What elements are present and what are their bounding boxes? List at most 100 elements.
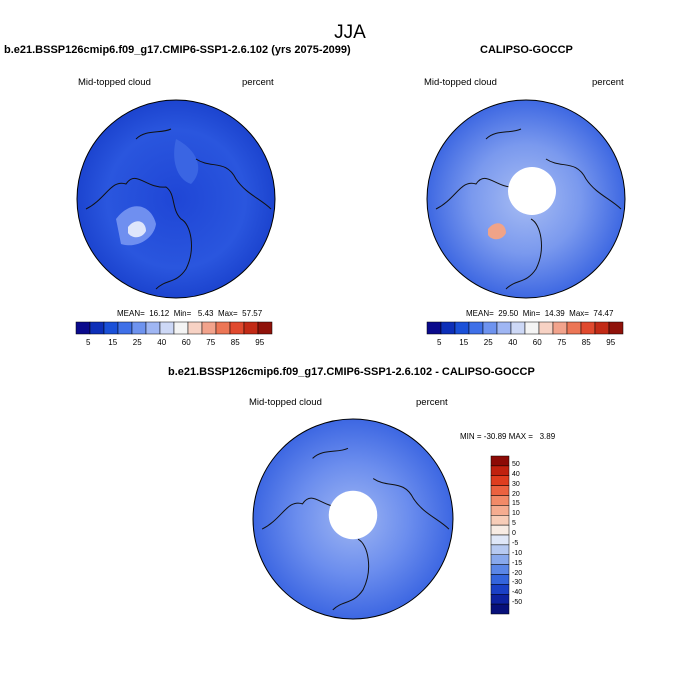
colorbar-tick-label: 85: [230, 338, 240, 347]
figure-title: JJA: [334, 22, 366, 43]
diff-colorbar-swatch: [490, 584, 510, 595]
diff-colorbar-swatch: [490, 455, 510, 467]
diff-variable-label: Mid-topped cloud: [249, 397, 322, 408]
colorbar-swatch: [468, 321, 484, 335]
diff-colorbar-swatch: [490, 515, 510, 526]
diff-colorbar-tick-label: 0: [512, 530, 516, 537]
colorbar-swatch: [440, 321, 456, 335]
colorbar-swatch: [454, 321, 470, 335]
model-units-label: percent: [242, 77, 274, 88]
colorbar-tick-label: 5: [86, 338, 91, 347]
diff-colorbar-swatch: [490, 524, 510, 536]
model-panel-header: b.e21.BSSP126cmip6.f09_g17.CMIP6-SSP1-2.…: [4, 44, 351, 56]
colorbar-swatch: [103, 321, 119, 335]
colorbar-swatch: [187, 321, 203, 335]
diff-colorbar-swatch: [490, 544, 510, 555]
diff-colorbar-tick-label: 15: [512, 500, 520, 508]
colorbar-swatch: [117, 321, 133, 335]
obs-variable-label: Mid-topped cloud: [424, 77, 497, 88]
colorbar-tick-label: 25: [483, 338, 493, 347]
colorbar-swatch: [580, 321, 596, 335]
colorbar-swatch: [524, 321, 540, 335]
diff-colorbar-swatch: [490, 465, 510, 476]
colorbar-swatch: [538, 321, 554, 335]
diff-colorbar-tick-label: -40: [512, 589, 523, 597]
colorbar-tick-label: 15: [108, 338, 118, 347]
colorbar-tick-label: 60: [181, 338, 191, 347]
diff-coastline: [261, 447, 450, 611]
colorbar-tick-label: 95: [255, 338, 265, 347]
diff-colorbar-swatch: [490, 495, 510, 506]
colorbar-tick-label: 75: [206, 338, 216, 347]
colorbar-tick-label: 60: [532, 338, 542, 347]
colorbar-swatch: [243, 321, 259, 335]
diff-colorbar-swatch: [490, 475, 510, 486]
diff-colorbar-swatch: [490, 485, 510, 496]
diff-polar-map: [252, 418, 454, 620]
colorbar-swatch: [75, 321, 91, 335]
colorbar-tick-label: 15: [459, 338, 469, 347]
colorbar-swatch: [566, 321, 582, 335]
diff-colorbar-tick-label: -15: [512, 559, 523, 567]
colorbar-swatch: [201, 321, 217, 335]
obs-colorbar: [426, 321, 624, 335]
model-colorbar: [75, 321, 273, 335]
obs-polar-map: [426, 99, 626, 299]
obs-units-label: percent: [592, 77, 624, 88]
colorbar-swatch: [257, 321, 273, 335]
colorbar-swatch: [215, 321, 231, 335]
obs-polar-gap: [508, 167, 556, 215]
diff-units-label: percent: [416, 397, 448, 408]
diff-panel-header: b.e21.BSSP126cmip6.f09_g17.CMIP6-SSP1-2.…: [168, 366, 535, 378]
model-variable-label: Mid-topped cloud: [78, 77, 151, 88]
diff-colorbar-tick-label: -10: [512, 549, 523, 557]
model-light-patch: [174, 139, 199, 184]
diff-colorbar-tick-label: 40: [512, 470, 520, 478]
colorbar-swatch: [173, 321, 189, 335]
diff-colorbar-swatch: [490, 603, 510, 615]
model-polar-map: [76, 99, 276, 299]
model-coastline: [85, 128, 272, 290]
diff-colorbar-tick-label: 50: [512, 460, 520, 468]
diff-stats: MIN = -30.89 MAX = 3.89: [460, 432, 556, 441]
colorbar-swatch: [510, 321, 526, 335]
colorbar-tick-label: 75: [557, 338, 567, 347]
diff-colorbar-tick-label: -5: [512, 539, 519, 547]
colorbar-tick-label: 25: [132, 338, 142, 347]
colorbar-swatch: [159, 321, 175, 335]
colorbar-swatch: [496, 321, 512, 335]
diff-colorbar-swatch: [490, 564, 510, 575]
colorbar-swatch: [608, 321, 624, 335]
colorbar-swatch: [131, 321, 147, 335]
diff-colorbar-tick-label: -50: [512, 599, 523, 607]
obs-panel-header: CALIPSO-GOCCP: [480, 44, 573, 56]
colorbar-swatch: [145, 321, 161, 335]
diff-polar-gap: [328, 490, 378, 540]
colorbar-tick-label: 5: [437, 338, 442, 347]
colorbar-tick-label: 95: [606, 338, 616, 347]
obs-coastline: [435, 128, 622, 290]
obs-stats: MEAN= 29.50 Min= 14.39 Max= 74.47: [466, 309, 614, 318]
diff-colorbar-swatch: [490, 594, 510, 605]
diff-colorbar: [490, 455, 510, 615]
colorbar-swatch: [594, 321, 610, 335]
colorbar-tick-label: 40: [508, 338, 518, 347]
diff-colorbar-tick-label: -30: [512, 579, 523, 587]
colorbar-tick-label: 85: [581, 338, 591, 347]
colorbar-tick-label: 40: [157, 338, 167, 347]
diff-colorbar-tick-label: 20: [512, 490, 520, 498]
diff-colorbar-swatch: [490, 505, 510, 516]
colorbar-swatch: [552, 321, 568, 335]
colorbar-swatch: [229, 321, 245, 335]
diff-colorbar-tick-label: 5: [512, 520, 516, 528]
diff-colorbar-tick-label: 30: [512, 480, 520, 488]
model-max-patch: [128, 221, 146, 238]
obs-max-patch: [488, 223, 506, 240]
colorbar-swatch: [426, 321, 442, 335]
diff-colorbar-tick-label: 10: [512, 510, 520, 518]
diff-colorbar-swatch: [490, 534, 510, 546]
colorbar-swatch: [482, 321, 498, 335]
diff-colorbar-tick-label: -20: [512, 569, 523, 577]
diff-colorbar-swatch: [490, 554, 510, 565]
model-stats: MEAN= 16.12 Min= 5.43 Max= 57.57: [117, 309, 263, 318]
